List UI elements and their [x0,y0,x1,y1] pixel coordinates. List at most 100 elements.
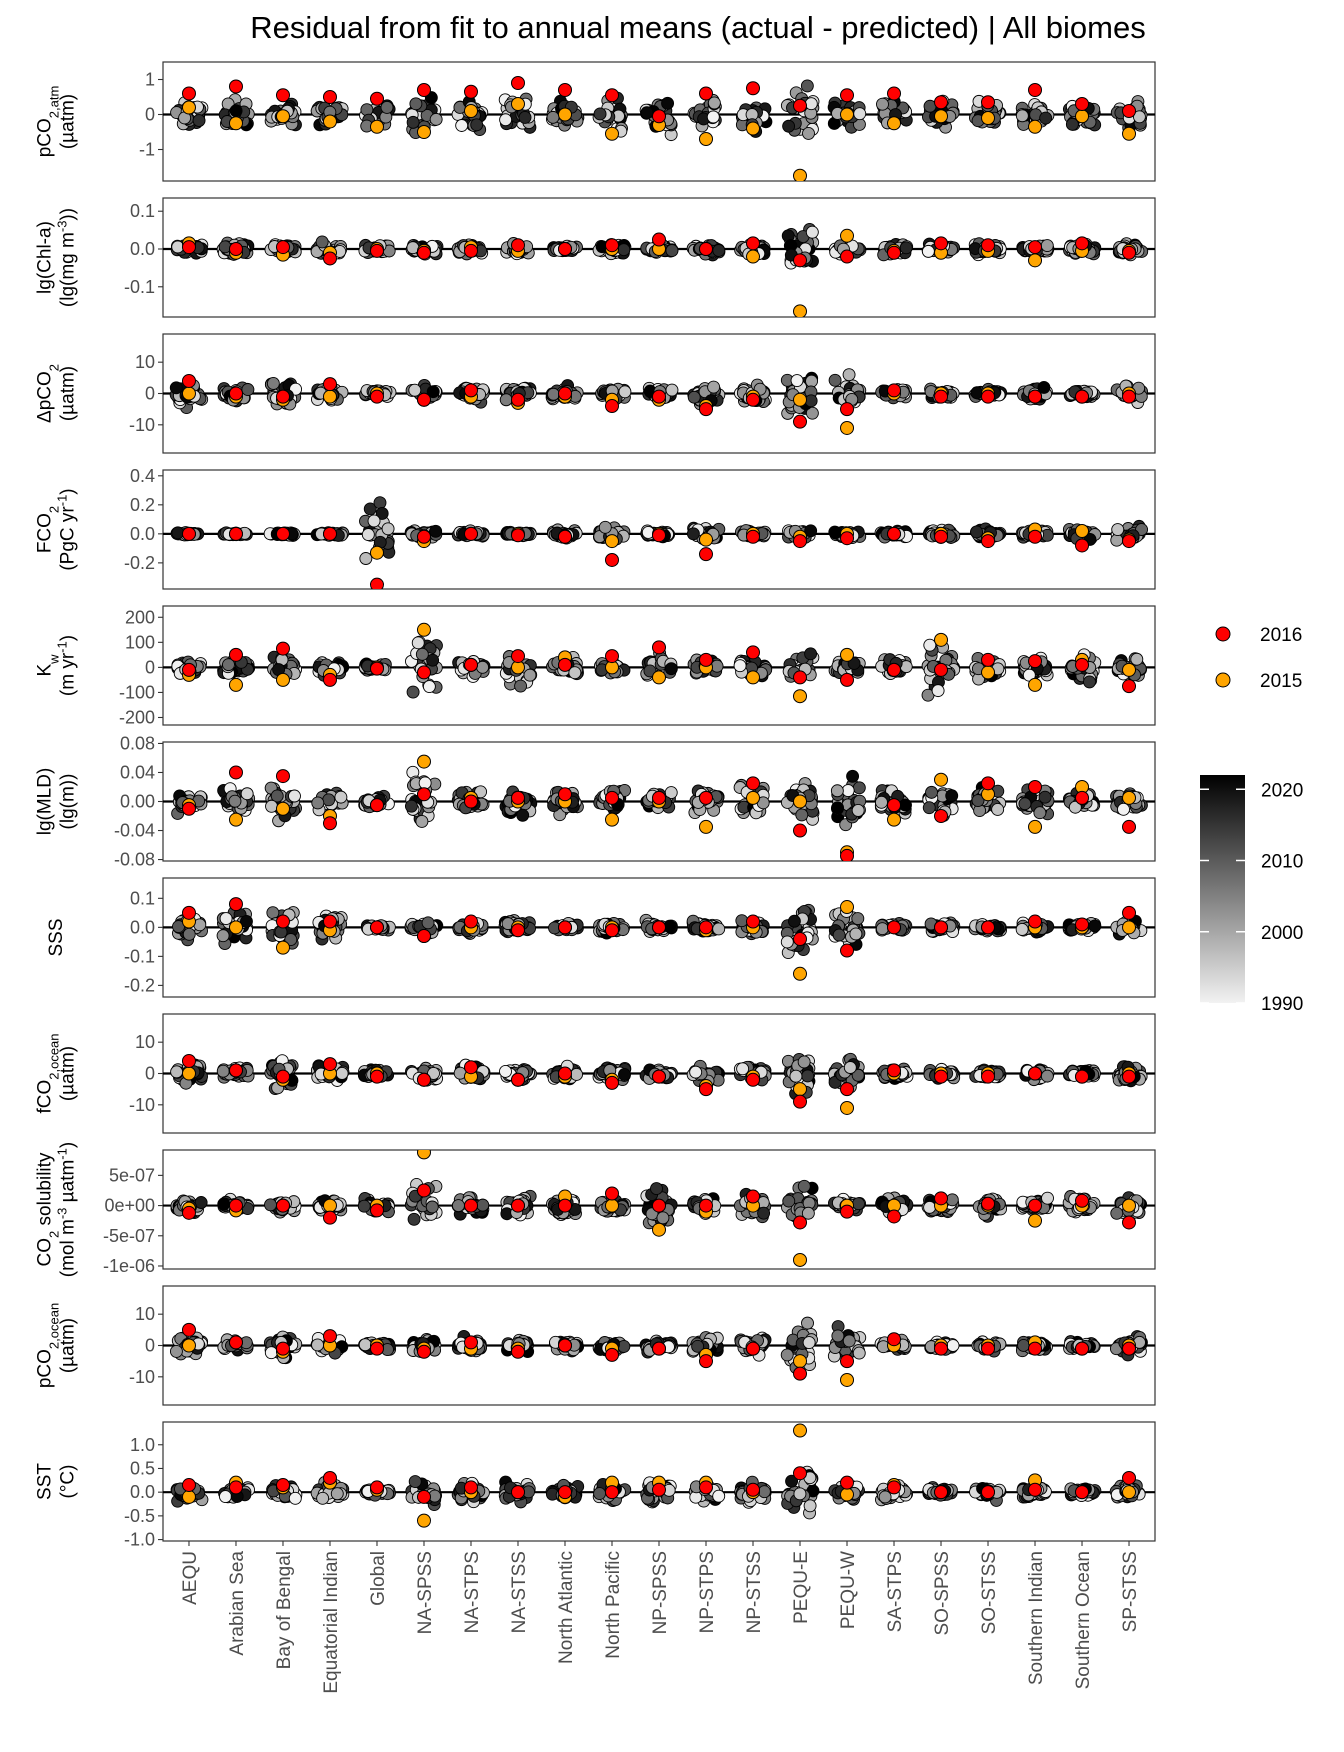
point-2016 [323,378,336,391]
point-2015 [605,535,618,548]
point-2016 [982,777,995,790]
point-2016 [558,788,571,801]
year-point [802,1070,814,1082]
year-point [736,915,748,927]
point-2015 [276,802,289,815]
point-2016 [511,791,524,804]
year-point [1041,240,1053,252]
year-point [971,526,983,538]
point-2015 [1029,254,1042,267]
year-point [220,913,232,925]
y-tick-label: 0.00 [120,792,155,812]
point-2016 [417,1073,430,1086]
year-point [217,930,229,942]
point-2016 [370,390,383,403]
point-2015 [323,115,336,128]
point-2016 [511,393,524,406]
point-2015 [700,533,713,546]
year-point [737,1063,749,1075]
y-axis-label-part: -1 [54,641,69,653]
year-point [690,1066,702,1078]
year-point [805,395,817,407]
point-2016 [700,548,713,561]
y-axis-label-part: -3 [54,221,69,233]
year-point [218,1198,230,1210]
point-2016 [276,915,289,928]
point-2015 [605,127,618,140]
point-2016 [605,553,618,566]
point-2016 [747,530,760,543]
point-2016 [888,921,901,934]
point-2016 [229,243,242,256]
year-point [412,637,424,649]
point-2016 [370,662,383,675]
year-point [713,245,725,257]
point-2015 [841,648,854,661]
point-2016 [558,387,571,400]
point-2015 [1029,120,1042,133]
point-2015 [794,690,807,703]
point-2016 [1029,390,1042,403]
point-2016 [1029,241,1042,254]
point-2016 [558,1067,571,1080]
point-2016 [511,924,524,937]
point-2015 [747,791,760,804]
y-tick-label: -0.1 [124,946,155,966]
point-2016 [558,530,571,543]
y-axis-label-part: pCO [35,118,56,157]
point-2016 [323,817,336,830]
point-2015 [229,678,242,691]
point-2016 [605,239,618,252]
y-axis-label-part: lg(Chl-a) [35,221,56,294]
point-2016 [935,96,948,109]
year-point [832,802,844,814]
y-axis-label-part: (µatm) [58,1046,79,1101]
y-axis-label-part: ) [58,635,79,641]
point-2015 [605,813,618,826]
year-point [666,245,678,257]
point-2016 [464,1061,477,1074]
point-2015 [1123,791,1136,804]
point-2015 [276,673,289,686]
point-2016 [276,390,289,403]
year-point [922,245,934,257]
point-2015 [182,1067,195,1080]
point-2016 [794,254,807,267]
point-2016 [935,1070,948,1083]
point-2016 [464,85,477,98]
year-point [796,809,808,821]
point-2016 [653,921,666,934]
year-point [229,795,241,807]
year-point [801,80,813,92]
y-axis-label-part: (lg(mg m [58,232,79,307]
year-point [688,391,700,403]
year-point [854,108,866,120]
point-2016 [1029,780,1042,793]
point-2016 [605,924,618,937]
year-point [1131,653,1143,665]
point-2016 [700,1083,713,1096]
point-2016 [182,1054,195,1067]
point-2015 [370,546,383,559]
point-2016 [1123,1070,1136,1083]
year-point [875,796,887,808]
point-2015 [794,305,807,318]
year-point [422,917,434,929]
y-tick-label: 0e+00 [104,1196,155,1216]
year-point [713,923,725,935]
point-2016 [464,384,477,397]
point-2015 [982,666,995,679]
y-axis-label-part: ) [58,1142,79,1148]
year-point [788,915,800,927]
year-point [1034,807,1046,819]
point-2016 [1076,791,1089,804]
y-tick-label: -0.04 [114,821,155,841]
point-2016 [935,237,948,250]
point-2015 [1029,820,1042,833]
y-axis-label-part: µatm [58,1160,79,1208]
year-point [926,786,938,798]
point-2015 [229,921,242,934]
point-2016 [888,663,901,676]
year-point [335,791,347,803]
